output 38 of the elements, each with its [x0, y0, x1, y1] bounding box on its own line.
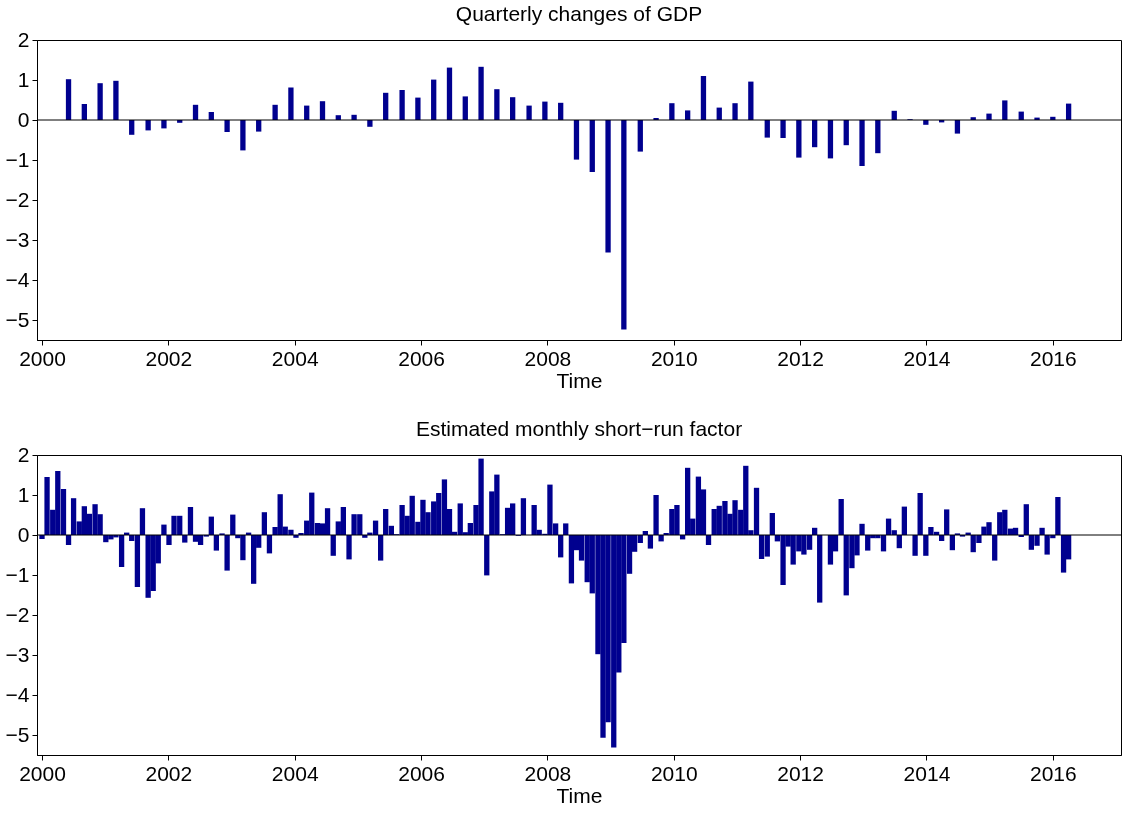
y-tick-label: −4	[5, 267, 30, 291]
x-axis-title: Time	[556, 368, 603, 392]
y-tick-label: 2	[17, 27, 30, 51]
x-tick-label: 2010	[650, 761, 698, 785]
x-tick-label: 2000	[19, 346, 66, 370]
chart-title: Quarterly changes of GDP	[455, 2, 703, 25]
y-tick-label: −1	[5, 147, 30, 171]
x-tick-label: 2004	[271, 761, 319, 785]
x-tick-label: 2002	[145, 346, 193, 370]
x-tick-label: 2004	[271, 346, 319, 370]
y-tick-label: −4	[5, 682, 30, 706]
y-tick-label: 0	[17, 107, 30, 131]
x-tick-label: 2002	[145, 761, 193, 785]
x-tick-label: 2000	[19, 761, 66, 785]
x-tick-label: 2010	[650, 346, 698, 370]
x-tick-label: 2014	[903, 761, 951, 785]
x-tick-label: 2014	[903, 346, 951, 370]
y-tick-label: −1	[5, 562, 30, 586]
y-tick-label: 2	[17, 442, 30, 466]
y-tick-label: −3	[5, 642, 30, 666]
x-tick-label: 2008	[524, 761, 572, 785]
x-tick-label: 2012	[777, 761, 824, 785]
x-tick-label: 2016	[1029, 761, 1077, 785]
y-tick-label: 1	[17, 67, 30, 91]
y-tick-label: −2	[5, 187, 30, 211]
x-tick-label: 2006	[398, 346, 445, 370]
y-tick-label: −3	[5, 227, 30, 251]
x-axis-title: Time	[556, 783, 603, 807]
y-tick-label: 0	[17, 522, 30, 546]
y-tick-label: 1	[17, 482, 30, 506]
x-tick-label: 2016	[1029, 346, 1077, 370]
chart-title: Estimated monthly short−run factor	[415, 417, 743, 440]
x-tick-label: 2006	[398, 761, 445, 785]
x-tick-label: 2008	[524, 346, 572, 370]
y-tick-label: −5	[5, 722, 30, 746]
x-tick-label: 2012	[777, 346, 824, 370]
y-tick-label: −5	[5, 307, 30, 331]
y-tick-label: −2	[5, 602, 30, 626]
